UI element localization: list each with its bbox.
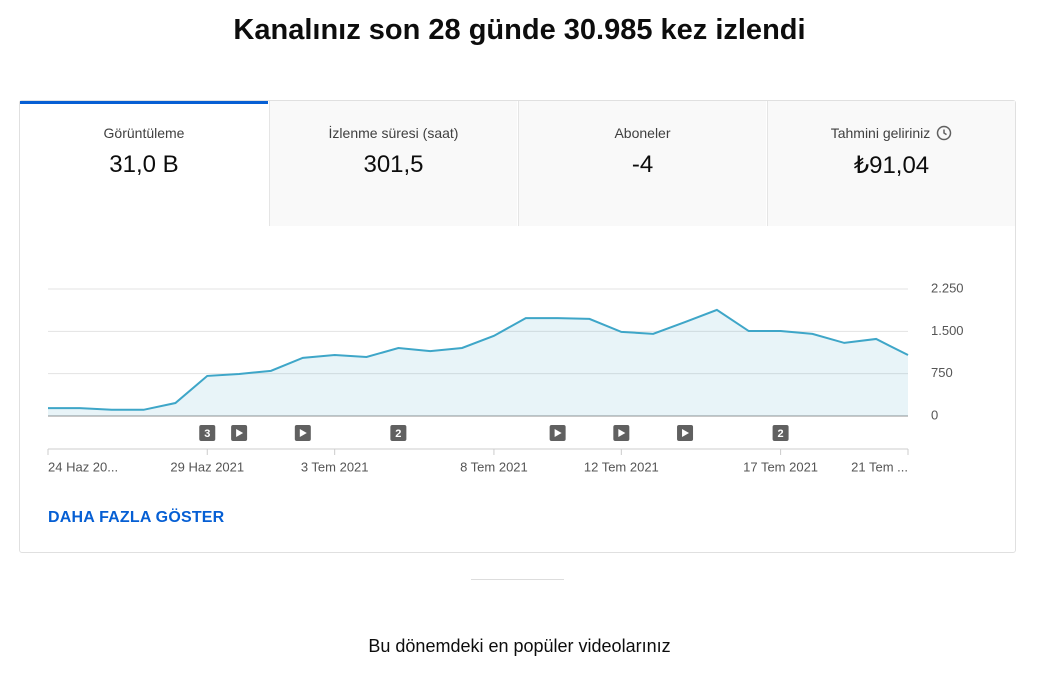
x-tick-label: 29 Haz 2021: [170, 459, 244, 474]
marker-count: 2: [778, 428, 784, 440]
metric-label-text: Görüntüleme: [103, 125, 185, 141]
metric-label: İzlenme süresi (saat): [270, 125, 517, 141]
marker-count: 2: [395, 428, 401, 440]
metric-value: 31,0 B: [109, 151, 179, 178]
play-icon: [618, 429, 626, 437]
metric-tab[interactable]: Görüntüleme 31,0 B: [20, 101, 268, 226]
section-title: Bu dönemdeki en popüler videolarınız: [368, 636, 671, 656]
y-tick-label: 0: [931, 407, 938, 422]
divider: [471, 579, 564, 580]
clock-icon[interactable]: [936, 125, 952, 141]
metric-value: 301,5: [363, 151, 424, 178]
area-line: [48, 308, 909, 411]
play-icon: [299, 429, 307, 437]
x-tick-label: 3 Tem 2021: [301, 459, 369, 474]
metric-value: -4: [631, 151, 654, 178]
x-tick-label: 17 Tem 2021: [743, 459, 818, 474]
chart: 0 750 1.500 2.250 24 Haz 20... 29 Haz 2021 3 T…: [47, 280, 964, 474]
y-tick-label: 750: [931, 365, 953, 380]
show-more-button[interactable]: DAHA FAZLA GÖSTER: [48, 509, 225, 526]
metric-tab[interactable]: Aboneler -4: [518, 101, 766, 226]
marker-count: 3: [204, 428, 210, 440]
page-title: Kanalınız son 28 günde 30.985 kez izlend…: [233, 14, 806, 46]
analytics-card: Görüntüleme 31,0 B İzlenme süresi (saat) 30…: [19, 100, 1016, 553]
metric-tab[interactable]: İzlenme süresi (saat) 301,5: [269, 101, 517, 226]
x-tick-label: 8 Tem 2021: [460, 459, 528, 474]
play-icon: [682, 429, 690, 437]
x-tick-label: 24 Haz 20...: [48, 459, 118, 474]
x-tick-label: 12 Tem 2021: [584, 459, 659, 474]
metric-label-text: İzlenme süresi (saat): [328, 125, 459, 141]
play-icon: [236, 429, 244, 437]
x-tick-label: 21 Tem ...: [851, 459, 908, 474]
event-marker: [390, 425, 407, 441]
metric-label: Aboneler: [519, 125, 766, 141]
y-tick-label: 1.500: [931, 323, 964, 338]
metric-label-text: Aboneler: [614, 125, 671, 141]
y-tick-label: 2.250: [931, 280, 964, 295]
metric-tab[interactable]: Tahmini geliriniz ₺91,04: [767, 101, 1015, 226]
event-marker: [772, 425, 789, 441]
metric-label-text: Tahmini geliriniz: [830, 125, 931, 141]
play-icon: [554, 429, 562, 437]
metric-value: ₺91,04: [853, 152, 930, 179]
event-marker: [199, 425, 216, 441]
metric-label: Tahmini geliriniz: [768, 125, 1015, 141]
metric-label: Görüntüleme: [20, 125, 268, 141]
area-fill: [48, 309, 908, 416]
